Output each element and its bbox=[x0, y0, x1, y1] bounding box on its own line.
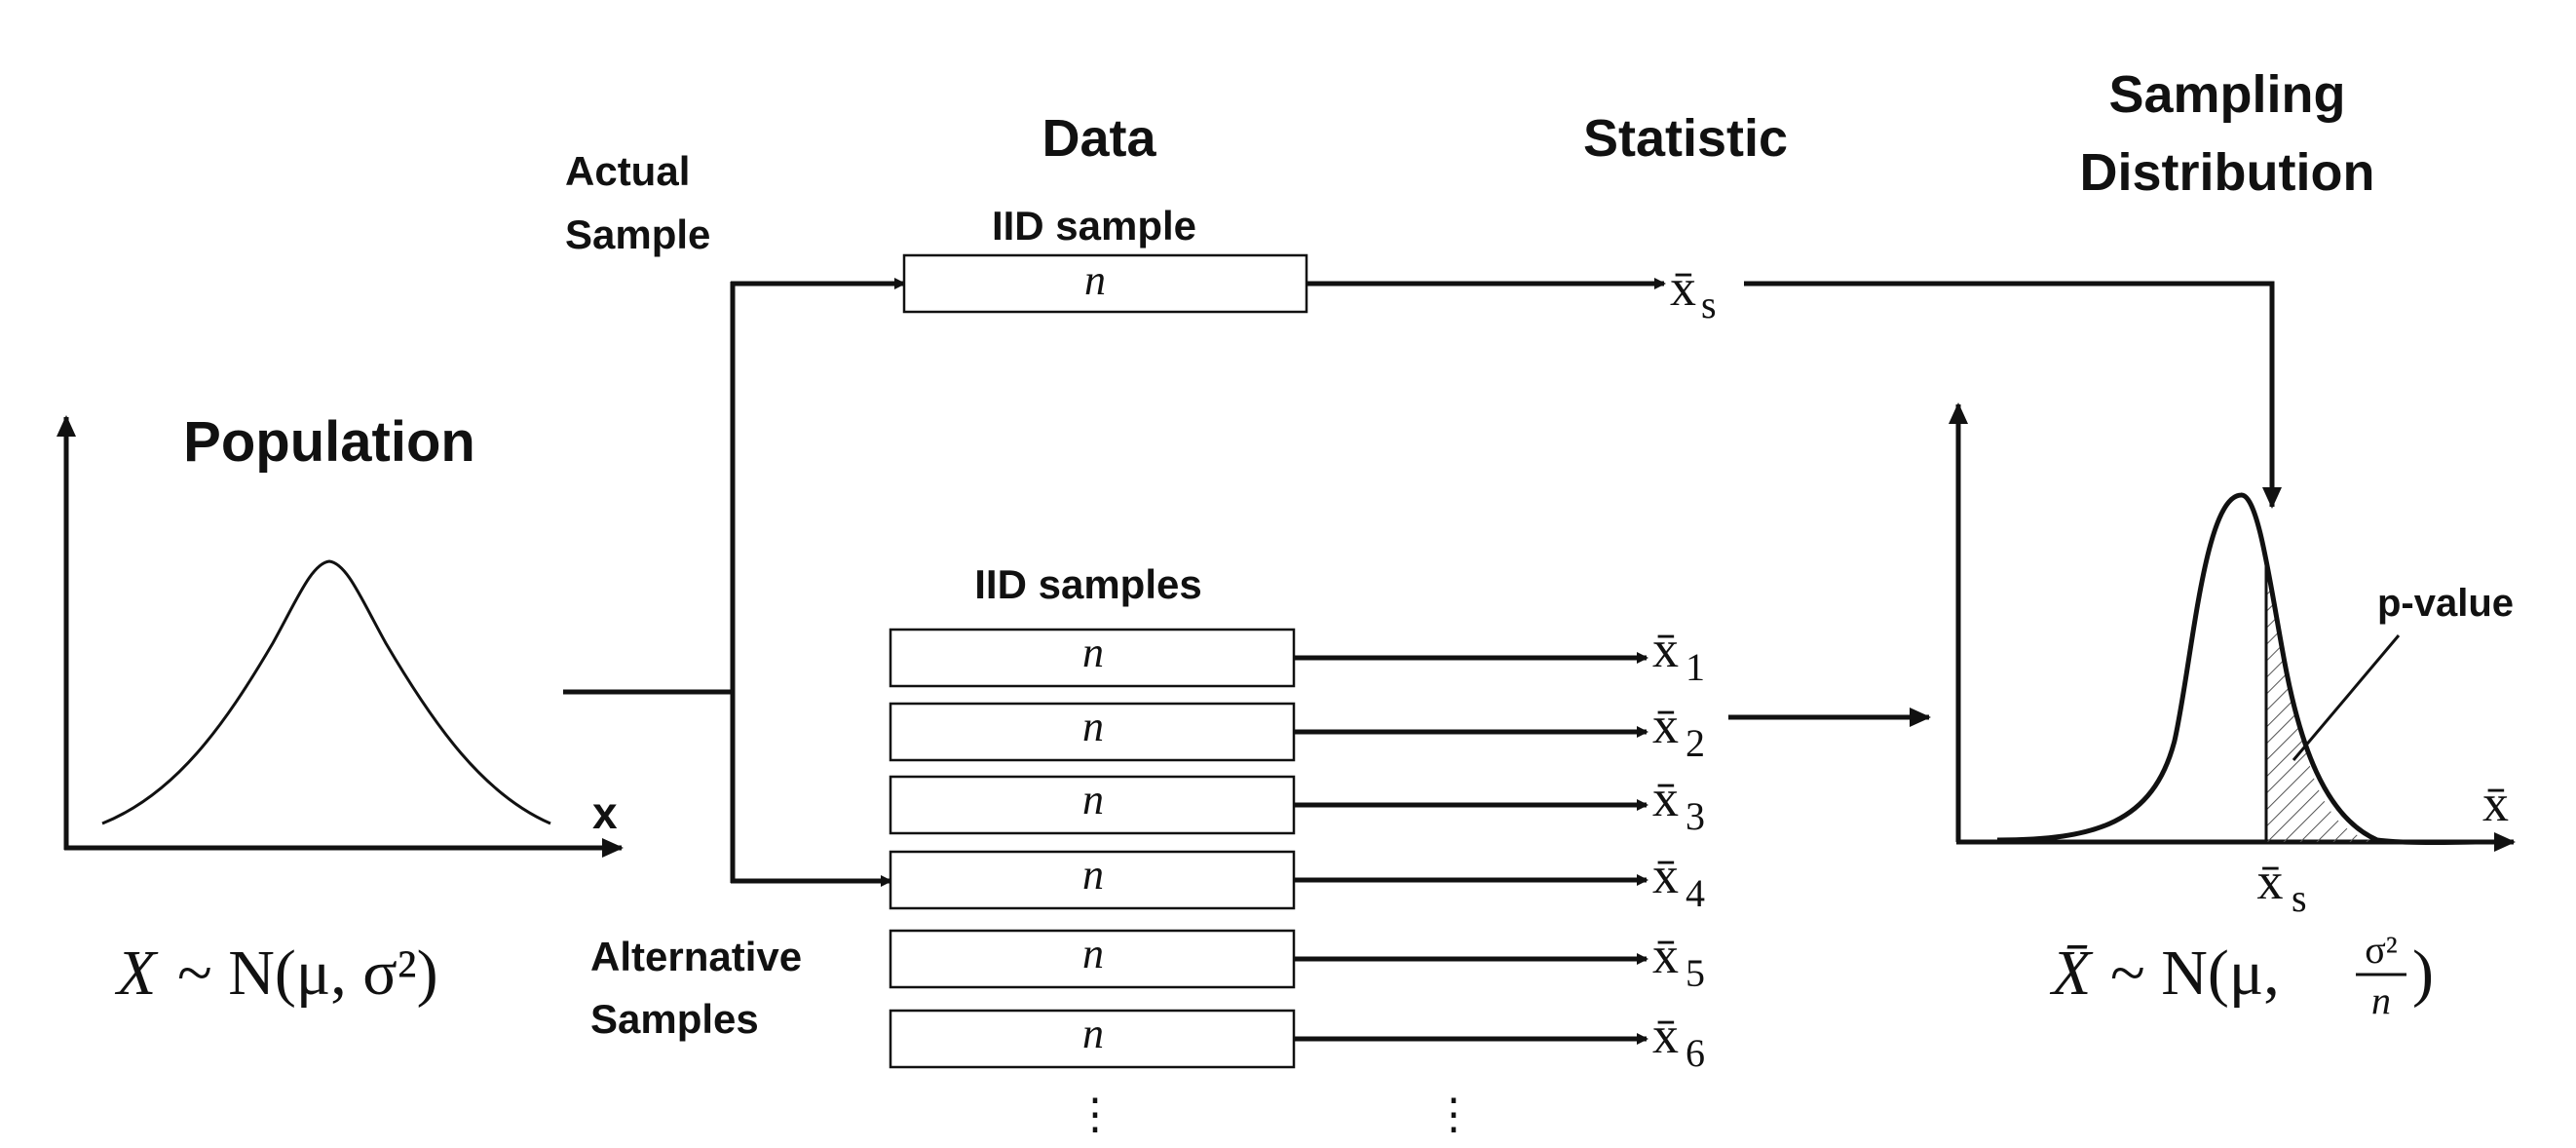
alt-sample-n: n bbox=[1082, 629, 1104, 676]
p-value-shaded-area bbox=[2266, 560, 2377, 842]
header-data: Data bbox=[1042, 109, 1156, 168]
svg-text:s: s bbox=[2292, 876, 2307, 920]
alt-sample-statistic: x̄ bbox=[1652, 926, 1679, 984]
data-ellipsis: ⋮ bbox=[1074, 1091, 1117, 1138]
alt-sample-statistic: x̄ bbox=[1652, 696, 1679, 754]
header-sampling: Sampling bbox=[2108, 65, 2345, 124]
alt-sample-box bbox=[889, 1009, 1296, 1069]
alt-sample-n: n bbox=[1082, 1010, 1104, 1057]
svg-text:x̄: x̄ bbox=[2257, 852, 2284, 910]
p-value-pointer bbox=[2292, 634, 2401, 761]
svg-text:~ N(μ,: ~ N(μ, bbox=[2110, 938, 2280, 1009]
alt-sample-box bbox=[889, 628, 1296, 688]
population-axis-label: x bbox=[592, 787, 618, 838]
svg-text:X̄: X̄ bbox=[2049, 938, 2094, 1009]
svg-text:s: s bbox=[1701, 283, 1717, 326]
alt-sample-statistic-subscript: 4 bbox=[1686, 871, 1705, 915]
svg-text:X: X bbox=[114, 938, 159, 1009]
actual-sample-label-line2: Sample bbox=[565, 211, 710, 257]
population-title: Population bbox=[183, 410, 475, 474]
branch-connector bbox=[563, 278, 906, 887]
alt-sample-box bbox=[889, 850, 1296, 910]
p-value-label: p-value bbox=[2377, 582, 2514, 625]
statistic-ellipsis: ⋮ bbox=[1432, 1091, 1475, 1138]
alt-sample-statistic: x̄ bbox=[1652, 769, 1679, 827]
xs-to-distribution-arrow bbox=[1744, 281, 2282, 509]
xs-axis-label: x̄ s bbox=[2257, 852, 2307, 920]
actual-sample-statistic: x̄ s bbox=[1670, 258, 1717, 326]
population-bell-curve bbox=[101, 559, 551, 825]
svg-text:n: n bbox=[2371, 978, 2391, 1022]
alternative-sample-rows: n x̄ 1n x̄ 2n x̄ 3n x̄ 4n x̄ 5n x̄ 6 bbox=[889, 620, 1705, 1075]
sampling-axis-label: x̄ bbox=[2482, 774, 2509, 832]
header-statistic: Statistic bbox=[1583, 109, 1788, 168]
sampling-distribution-formula: X̄ ~ N(μ, σ² n ) bbox=[2049, 928, 2434, 1022]
actual-sample-n: n bbox=[1084, 256, 1106, 304]
sampling-distribution-curve bbox=[1996, 492, 2485, 845]
alt-sample-n: n bbox=[1082, 851, 1104, 899]
alt-sample-box bbox=[889, 929, 1296, 989]
alt-sample-statistic: x̄ bbox=[1652, 620, 1679, 678]
alt-sample-statistic-subscript: 1 bbox=[1686, 645, 1705, 689]
svg-text:x̄: x̄ bbox=[1670, 258, 1696, 317]
population-formula: X ~ N(μ, σ²) bbox=[114, 938, 438, 1009]
alt-sample-statistic-subscript: 3 bbox=[1686, 794, 1705, 838]
actual-sample-box bbox=[902, 253, 1308, 314]
header-distribution: Distribution bbox=[2080, 143, 2375, 202]
alt-sample-box bbox=[889, 775, 1296, 835]
svg-text:σ²: σ² bbox=[2365, 928, 2398, 972]
population-axes bbox=[57, 415, 624, 858]
alt-sample-statistic: x̄ bbox=[1652, 846, 1679, 904]
alternative-samples-label-line2: Samples bbox=[590, 996, 759, 1042]
svg-text:~ N(μ, σ²): ~ N(μ, σ²) bbox=[177, 938, 438, 1009]
alt-sample-n: n bbox=[1082, 776, 1104, 823]
iid-samples-title: IID samples bbox=[974, 561, 1201, 607]
alt-sample-n: n bbox=[1082, 703, 1104, 750]
alt-sample-statistic-subscript: 2 bbox=[1686, 721, 1705, 765]
alternative-samples-label: Alternative bbox=[590, 934, 802, 979]
alt-sample-n: n bbox=[1082, 930, 1104, 977]
alt-sample-statistic-subscript: 5 bbox=[1686, 951, 1705, 995]
iid-sample-title: IID sample bbox=[992, 203, 1196, 249]
svg-text:): ) bbox=[2412, 938, 2434, 1009]
alt-sample-statistic-subscript: 6 bbox=[1686, 1031, 1705, 1075]
alt-sample-statistic: x̄ bbox=[1652, 1006, 1679, 1064]
actual-sample-label: Actual bbox=[565, 148, 690, 194]
